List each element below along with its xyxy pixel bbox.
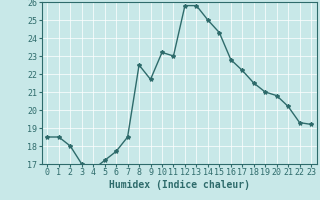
X-axis label: Humidex (Indice chaleur): Humidex (Indice chaleur) (109, 180, 250, 190)
